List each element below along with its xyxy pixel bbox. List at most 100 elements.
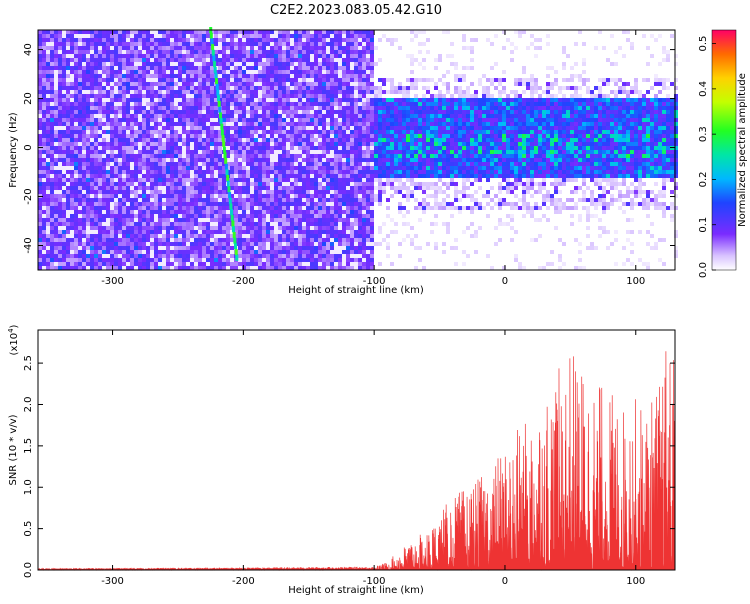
heatmap-cell	[338, 130, 342, 134]
heatmap-cell	[38, 98, 42, 102]
heatmap-cell	[58, 114, 62, 118]
heatmap-cell	[158, 98, 162, 102]
heatmap-cell	[106, 250, 110, 254]
heatmap-cell	[150, 94, 154, 98]
heatmap-cell	[242, 138, 246, 142]
heatmap-cell	[122, 218, 126, 222]
heatmap-cell	[142, 254, 146, 258]
heatmap-cell	[270, 170, 274, 174]
heatmap-cell	[254, 138, 258, 142]
heatmap-cell	[58, 186, 62, 190]
heatmap-cell	[246, 214, 250, 218]
heatmap-cell	[90, 206, 94, 210]
heatmap-cell	[274, 262, 278, 266]
heatmap-cell	[66, 178, 70, 182]
heatmap-cell	[346, 178, 350, 182]
heatmap-cell	[258, 238, 262, 242]
heatmap-cell	[366, 110, 370, 114]
heatmap-cell	[246, 262, 250, 266]
heatmap-cell	[42, 226, 46, 230]
heatmap-cell	[118, 238, 122, 242]
heatmap-cell	[150, 230, 154, 234]
heatmap-cell	[198, 102, 202, 106]
heatmap-cell	[362, 246, 366, 250]
heatmap-cell	[366, 178, 370, 182]
heatmap-cell	[86, 62, 90, 66]
heatmap-cell	[54, 30, 58, 34]
heatmap-cell	[138, 82, 142, 86]
heatmap-cell	[174, 114, 178, 118]
heatmap-cell	[226, 122, 230, 126]
heatmap-cell	[222, 114, 226, 118]
heatmap-cell	[206, 234, 210, 238]
heatmap-cell	[366, 182, 370, 186]
heatmap-cell	[214, 206, 218, 210]
heatmap-cell	[126, 50, 130, 54]
heatmap-cell	[82, 190, 86, 194]
heatmap-cell	[118, 42, 122, 46]
heatmap-cell	[354, 226, 358, 230]
heatmap-cell	[154, 218, 158, 222]
heatmap-cell	[350, 150, 354, 154]
heatmap-cell	[74, 182, 78, 186]
heatmap-cell	[266, 146, 270, 150]
heatmap-cell	[206, 146, 210, 150]
heatmap-cell	[82, 194, 86, 198]
heatmap-cell	[134, 234, 138, 238]
heatmap-cell	[350, 262, 354, 266]
heatmap-cell	[294, 106, 298, 110]
heatmap-cell	[198, 194, 202, 198]
heatmap-cell	[54, 194, 58, 198]
heatmap-cell	[46, 74, 50, 78]
heatmap-cell	[146, 42, 150, 46]
heatmap-cell	[286, 258, 290, 262]
heatmap-cell	[98, 158, 102, 162]
heatmap-cell	[122, 190, 126, 194]
heatmap-cell	[330, 174, 334, 178]
heatmap-cell	[102, 158, 106, 162]
heatmap-cell	[170, 110, 174, 114]
heatmap-cell	[62, 102, 66, 106]
heatmap-cell	[330, 38, 334, 42]
heatmap-cell	[66, 62, 70, 66]
heatmap-cell	[210, 110, 214, 114]
heatmap-cell	[266, 74, 270, 78]
heatmap-cell	[218, 246, 222, 250]
heatmap-cell	[150, 174, 154, 178]
heatmap-cell	[286, 38, 290, 42]
heatmap-cell	[126, 30, 130, 34]
heatmap-cell	[358, 198, 362, 202]
heatmap-cell	[54, 262, 58, 266]
heatmap-cell	[74, 214, 78, 218]
heatmap-cell	[94, 178, 98, 182]
heatmap-cell	[310, 142, 314, 146]
heatmap-cell	[230, 38, 234, 42]
heatmap-cell	[310, 110, 314, 114]
heatmap-cell	[190, 50, 194, 54]
heatmap-cell	[274, 230, 278, 234]
heatmap-cell	[254, 70, 258, 74]
heatmap-cell	[126, 262, 130, 266]
heatmap-cell	[42, 262, 46, 266]
heatmap-cell	[54, 238, 58, 242]
heatmap-cell	[250, 66, 254, 70]
heatmap-cell	[270, 190, 274, 194]
heatmap-cell	[146, 54, 150, 58]
heatmap-cell	[226, 106, 230, 110]
heatmap-cell	[350, 198, 354, 202]
heatmap-cell	[154, 178, 158, 182]
heatmap-cell	[210, 174, 214, 178]
heatmap-cell	[262, 206, 266, 210]
heatmap-cell	[334, 58, 338, 62]
heatmap-cell	[202, 98, 206, 102]
heatmap-cell	[70, 74, 74, 78]
heatmap-cell	[50, 234, 54, 238]
heatmap-cell	[226, 162, 230, 166]
heatmap-cell	[290, 262, 294, 266]
heatmap-cell	[206, 210, 210, 214]
heatmap-cell	[58, 106, 62, 110]
heatmap-cell	[74, 110, 78, 114]
heatmap-cell	[286, 266, 290, 270]
heatmap-cell	[58, 58, 62, 62]
heatmap-cell	[270, 54, 274, 58]
